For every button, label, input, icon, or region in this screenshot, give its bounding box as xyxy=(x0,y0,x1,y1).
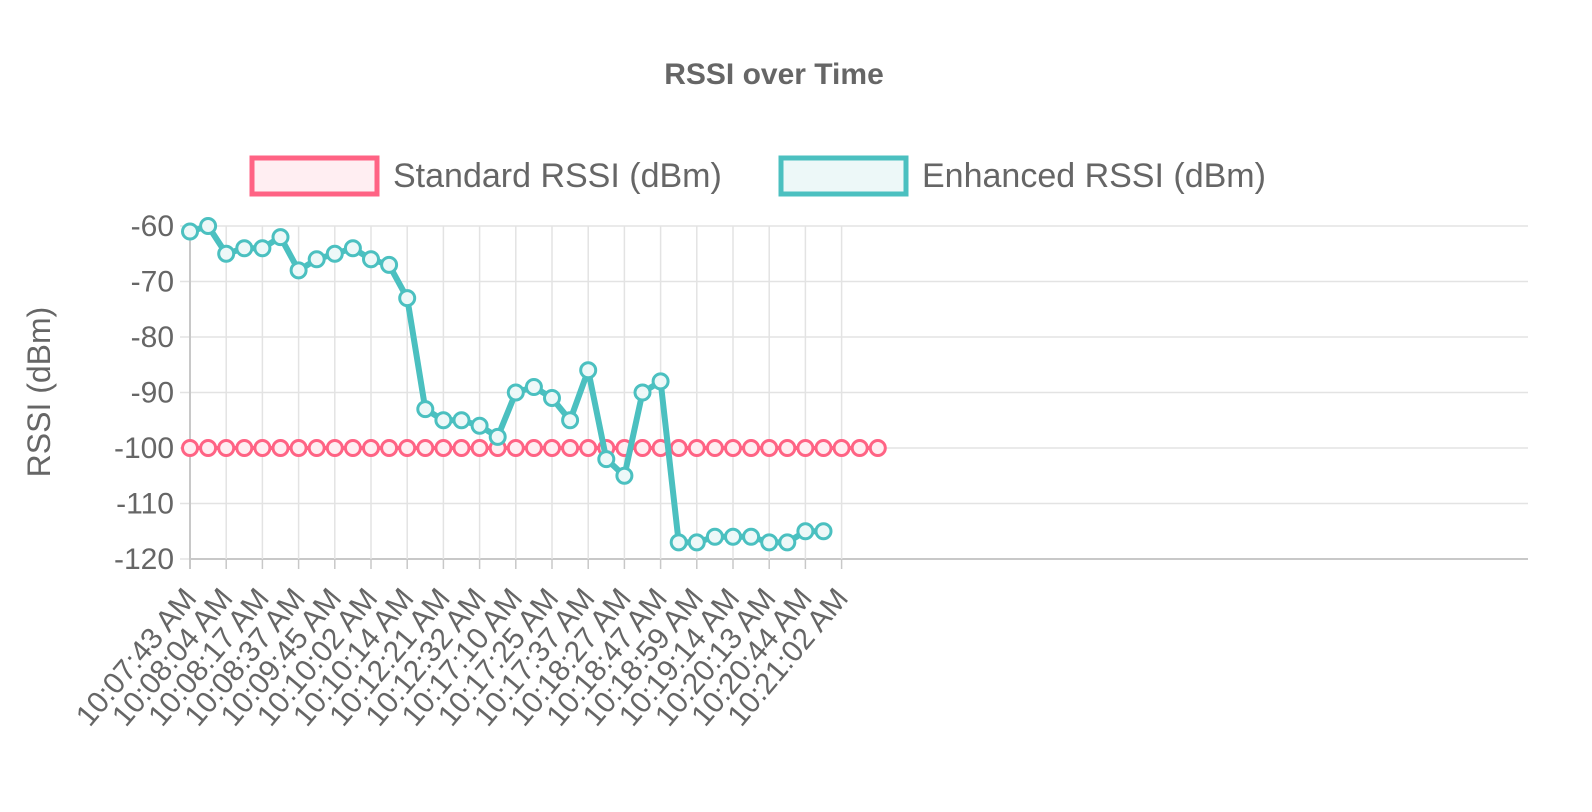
data-point[interactable] xyxy=(669,439,688,457)
y-tick-label: -70 xyxy=(131,266,174,299)
data-point[interactable] xyxy=(705,439,724,457)
series-layer xyxy=(181,217,887,552)
data-point[interactable] xyxy=(543,439,561,457)
data-point[interactable] xyxy=(778,533,797,552)
legend-swatch-enhanced xyxy=(778,155,909,197)
data-point[interactable] xyxy=(362,250,380,269)
data-point[interactable] xyxy=(253,239,272,258)
y-tick-label: -120 xyxy=(114,543,174,576)
data-point[interactable] xyxy=(253,439,272,457)
data-point[interactable] xyxy=(633,439,652,457)
series-enhanced xyxy=(181,217,833,552)
data-point[interactable] xyxy=(325,439,344,457)
y-tick-label: -100 xyxy=(114,432,174,465)
data-point[interactable] xyxy=(832,439,851,457)
data-point[interactable] xyxy=(742,527,761,546)
data-point[interactable] xyxy=(561,411,580,430)
series-line xyxy=(187,223,827,546)
data-point[interactable] xyxy=(724,439,742,457)
data-point[interactable] xyxy=(307,250,326,269)
y-axis-title: RSSI (dBm) xyxy=(21,307,57,478)
data-point[interactable] xyxy=(814,439,833,457)
legend-item-standard[interactable]: Standard RSSI (dBm) xyxy=(249,155,722,197)
data-point[interactable] xyxy=(778,439,797,457)
data-point[interactable] xyxy=(796,522,815,541)
data-point[interactable] xyxy=(325,244,344,263)
data-point[interactable] xyxy=(470,439,489,457)
data-point[interactable] xyxy=(524,439,543,457)
data-point[interactable] xyxy=(271,228,290,247)
legend-label-enhanced: Enhanced RSSI (dBm) xyxy=(922,157,1266,195)
data-point[interactable] xyxy=(271,439,290,457)
data-point[interactable] xyxy=(561,439,580,457)
data-point[interactable] xyxy=(434,411,453,430)
y-axis-ticks: -60 -70 -80 -90 -100 -110 -120 xyxy=(114,210,174,576)
data-point[interactable] xyxy=(814,522,833,541)
data-point[interactable] xyxy=(506,439,525,457)
data-point[interactable] xyxy=(398,439,417,457)
data-point[interactable] xyxy=(579,439,598,457)
data-point[interactable] xyxy=(452,439,471,457)
data-point[interactable] xyxy=(868,439,887,457)
data-point[interactable] xyxy=(199,439,218,457)
data-point[interactable] xyxy=(416,400,435,419)
data-point[interactable] xyxy=(687,533,706,552)
data-point[interactable] xyxy=(506,383,525,402)
chart-title: RSSI over Time xyxy=(664,58,884,91)
data-point[interactable] xyxy=(199,217,218,235)
y-tick-label: -90 xyxy=(131,377,174,410)
data-point[interactable] xyxy=(524,377,543,396)
data-point[interactable] xyxy=(579,361,598,380)
data-point[interactable] xyxy=(181,439,199,457)
data-point[interactable] xyxy=(181,222,199,241)
data-point[interactable] xyxy=(235,239,254,258)
data-point[interactable] xyxy=(452,411,471,430)
data-point[interactable] xyxy=(416,439,435,457)
y-tick-label: -60 xyxy=(131,210,174,243)
data-point[interactable] xyxy=(760,439,779,457)
data-point[interactable] xyxy=(217,439,236,457)
data-point[interactable] xyxy=(615,466,634,485)
series-standard xyxy=(181,439,887,457)
data-point[interactable] xyxy=(488,427,507,446)
data-point[interactable] xyxy=(724,527,742,546)
legend-label-standard: Standard RSSI (dBm) xyxy=(393,157,722,195)
y-tick-label: -110 xyxy=(116,488,174,521)
data-point[interactable] xyxy=(217,244,236,263)
data-point[interactable] xyxy=(742,439,761,457)
data-point[interactable] xyxy=(380,255,399,274)
data-point[interactable] xyxy=(307,439,326,457)
data-point[interactable] xyxy=(651,372,670,391)
legend: Standard RSSI (dBm) Enhanced RSSI (dBm) xyxy=(249,155,1266,197)
data-point[interactable] xyxy=(850,439,869,457)
data-point[interactable] xyxy=(343,439,362,457)
data-point[interactable] xyxy=(597,450,616,469)
data-point[interactable] xyxy=(760,533,779,552)
data-point[interactable] xyxy=(705,527,724,546)
legend-swatch-standard xyxy=(249,155,380,197)
data-point[interactable] xyxy=(470,416,489,435)
data-point[interactable] xyxy=(633,383,652,402)
gridlines xyxy=(180,225,1528,569)
data-point[interactable] xyxy=(289,261,308,280)
data-point[interactable] xyxy=(669,533,688,552)
legend-item-enhanced[interactable]: Enhanced RSSI (dBm) xyxy=(778,155,1266,197)
data-point[interactable] xyxy=(687,439,706,457)
data-point[interactable] xyxy=(434,439,453,457)
data-point[interactable] xyxy=(398,289,417,308)
data-point[interactable] xyxy=(343,239,362,258)
data-point[interactable] xyxy=(796,439,815,457)
data-point[interactable] xyxy=(235,439,254,457)
data-point[interactable] xyxy=(362,439,380,457)
data-point[interactable] xyxy=(380,439,399,457)
data-point[interactable] xyxy=(289,439,308,457)
data-point[interactable] xyxy=(543,389,561,408)
y-tick-label: -80 xyxy=(131,321,174,354)
